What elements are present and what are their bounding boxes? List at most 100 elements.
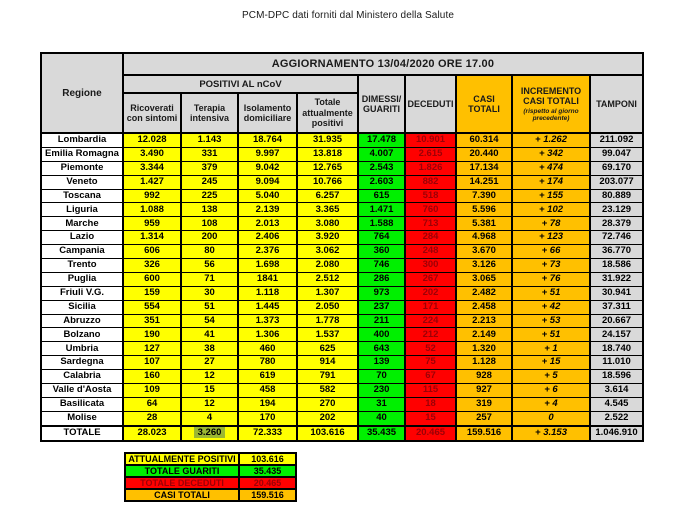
incremento-column-header: INCREMENTO CASI TOTALI (rispetto al gior… [511,74,591,134]
region-cell: Campania [40,244,124,260]
totale-positivi-column-header: Totale attualmente positivi [296,92,359,134]
terapia-cell: 54 [180,313,239,329]
region-cell: Basilicata [40,396,124,412]
casi-totali-cell: 5.596 [455,202,513,218]
dimessi-cell: 35.435 [357,424,406,442]
summary-legend: ATTUALMENTE POSITIVI 103.616 TOTALE GUARIT… [124,452,297,502]
ricoverati-column-header: Ricoverati con sintomi [122,92,182,134]
tamponi-cell: 203.077 [589,174,644,190]
terapia-cell: 51 [180,299,239,315]
casi-totali-cell: 319 [455,396,513,412]
dimessi-cell: 1.471 [357,202,406,218]
casi-totali-cell: 1.320 [455,341,513,357]
deceduti-cell: 15 [404,410,457,427]
dimessi-cell: 2.603 [357,174,406,190]
page-title: PCM-DPC dati forniti dal Ministero della… [241,10,454,21]
terapia-cell: 27 [180,355,239,371]
legend-body: ATTUALMENTE POSITIVI 103.616 TOTALE GUARIT… [124,452,297,502]
incremento-cell: + 155 [511,188,591,204]
incremento-cell: + 342 [511,146,591,162]
tamponi-cell: 18.586 [589,258,644,273]
table-row: Sicilia 554 51 1.445 2.050 237 171 2.458 + 42 37.… [40,299,644,315]
isolamento-cell: 2.013 [237,216,298,232]
region-cell: Friuli V.G. [40,285,124,301]
legend-label: ATTUALMENTE POSITIVI [124,452,240,466]
table-row: Friuli V.G. 159 30 1.118 1.307 973 202 2.482 + 5… [40,285,644,301]
region-cell: Molise [40,410,124,427]
terapia-cell: 56 [180,258,239,273]
terapia-cell: 80 [180,244,239,260]
casi-totali-cell: 3.065 [455,271,513,287]
casi-totali-cell: 257 [455,410,513,427]
region-cell: Sardegna [40,355,124,371]
deceduti-column-header: DECEDUTI [404,74,457,134]
casi-totali-cell: 20.440 [455,146,513,162]
isolamento-cell: 2.139 [237,202,298,218]
terapia-cell: 3.260 [180,424,239,442]
tamponi-cell: 28.379 [589,216,644,232]
totale-positivi-cell: 625 [296,341,359,357]
region-cell: Valle d'Aosta [40,383,124,398]
deceduti-cell: 20.465 [404,424,457,442]
incremento-header-note: (rispetto al giorno precedente) [523,107,579,122]
ricoverati-cell: 64 [122,396,182,412]
isolamento-cell: 170 [237,410,298,427]
update-header: AGGIORNAMENTO 13/04/2020 ORE 17.00 [122,52,644,76]
ricoverati-cell: 12.028 [122,132,182,148]
region-cell: Lombardia [40,132,124,148]
header-row-subcolumns: Ricoverati con sintomi Terapia intensiva… [41,92,643,134]
covid-data-table: Regione AGGIORNAMENTO 13/04/2020 ORE 17.… [40,52,644,442]
incremento-cell: + 1.262 [511,132,591,148]
table-row: Lombardia 12.028 1.143 18.764 31.935 17.478 10… [40,132,644,148]
terapia-cell: 30 [180,285,239,301]
table-row: Veneto 1.427 245 9.094 10.766 2.603 882 14.251 +… [40,174,644,190]
terapia-column-header: Terapia intensiva [180,92,239,134]
terapia-cell: 138 [180,202,239,218]
tamponi-cell: 20.667 [589,313,644,329]
terapia-cell: 38 [180,341,239,357]
totale-positivi-cell: 13.818 [296,146,359,162]
region-cell: Toscana [40,188,124,204]
incremento-cell: + 51 [511,327,591,343]
dimessi-cell: 4.007 [357,146,406,162]
tamponi-cell: 72.746 [589,230,644,246]
dimessi-cell: 643 [357,341,406,357]
tamponi-cell: 69.170 [589,160,644,176]
totale-positivi-cell: 914 [296,355,359,371]
deceduti-cell: 10.901 [404,132,457,148]
region-column-header: Regione [40,52,124,134]
legend-label: TOTALE DECEDUTI [124,476,240,490]
terapia-cell: 108 [180,216,239,232]
legend-value: 20.465 [238,476,297,490]
table-row: Lazio 1.314 200 2.406 3.920 764 284 4.968 + 123 7… [40,230,644,246]
legend-row: CASI TOTALI 159.516 [124,488,297,502]
ricoverati-cell: 3.344 [122,160,182,176]
tamponi-cell: 37.311 [589,299,644,315]
dimessi-cell: 286 [357,271,406,287]
deceduti-cell: 1.826 [404,160,457,176]
ricoverati-cell: 606 [122,244,182,260]
ricoverati-cell: 1.314 [122,230,182,246]
deceduti-cell: 202 [404,285,457,301]
casi-totali-cell: 3.670 [455,244,513,260]
region-cell: Emilia Romagna [40,146,124,162]
positivi-group-header: POSITIVI AL nCoV [122,74,359,94]
terapia-cell: 379 [180,160,239,176]
legend-row: TOTALE DECEDUTI 20.465 [124,476,297,490]
table-row: Marche 959 108 2.013 3.080 1.588 713 5.381 + 78 2… [40,216,644,232]
tamponi-cell: 211.092 [589,132,644,148]
incremento-cell: + 5 [511,369,591,385]
isolamento-cell: 1.373 [237,313,298,329]
ricoverati-cell: 109 [122,383,182,398]
incremento-cell: + 1 [511,341,591,357]
region-cell: Calabria [40,369,124,385]
totale-positivi-cell: 1.307 [296,285,359,301]
deceduti-cell: 67 [404,369,457,385]
terapia-totale-highlight: 3.260 [193,427,226,438]
isolamento-cell: 72.333 [237,424,298,442]
deceduti-cell: 713 [404,216,457,232]
casi-totali-cell: 7.390 [455,188,513,204]
dimessi-cell: 31 [357,396,406,412]
casi-totali-column-header: CASI TOTALI [455,74,513,134]
